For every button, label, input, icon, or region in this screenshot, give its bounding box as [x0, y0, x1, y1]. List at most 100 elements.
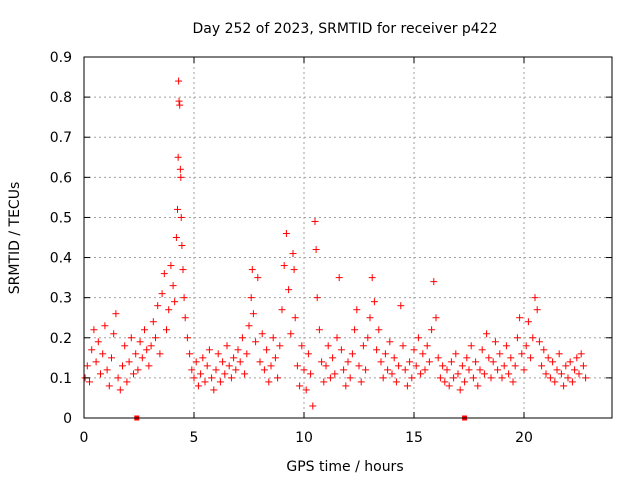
- y-tick-labels: 0 0.1 0.2 0.3 0.4 0.5 0.6 0.7 0.8 0.9: [50, 50, 72, 427]
- data-point: [158, 290, 166, 298]
- data-point: [397, 302, 405, 310]
- data-point: [97, 370, 104, 378]
- data-point: [175, 77, 183, 85]
- data-point: [171, 298, 179, 306]
- data-point: [216, 378, 224, 386]
- data-point: [494, 366, 502, 374]
- data-point: [116, 386, 124, 394]
- data-point: [160, 270, 168, 278]
- data-point: [463, 354, 471, 362]
- data-point: [474, 382, 482, 390]
- data-point: [423, 342, 431, 350]
- y-tick-label: 0.9: [50, 50, 72, 66]
- data-point: [491, 338, 499, 346]
- data-point: [452, 350, 460, 358]
- data-point: [450, 374, 458, 382]
- data-point: [138, 354, 146, 362]
- data-point: [285, 286, 293, 294]
- data-point: [518, 350, 526, 358]
- data-point: [414, 334, 422, 342]
- data-point: [364, 334, 372, 342]
- data-point: [258, 330, 266, 338]
- data-point: [480, 370, 488, 378]
- data-point: [384, 366, 392, 374]
- data-point: [522, 342, 530, 350]
- data-point: [355, 362, 363, 370]
- data-point: [234, 346, 242, 354]
- data-point: [177, 213, 185, 221]
- data-point: [94, 338, 102, 346]
- data-point: [230, 354, 238, 362]
- data-point: [531, 294, 539, 302]
- y-tick-label: 0.4: [50, 251, 72, 267]
- data-point: [125, 358, 133, 366]
- data-point: [478, 346, 486, 354]
- data-point: [458, 362, 466, 370]
- data-point: [210, 386, 218, 394]
- data-point: [434, 354, 442, 362]
- data-point: [291, 314, 299, 322]
- y-tick-label: 0.3: [50, 291, 72, 307]
- data-point: [417, 370, 425, 378]
- data-point: [243, 350, 251, 358]
- data-point: [249, 310, 257, 318]
- data-point: [403, 382, 411, 390]
- data-point: [524, 318, 532, 326]
- data-point: [99, 350, 107, 358]
- data-point: [359, 342, 367, 350]
- data-point: [386, 338, 394, 346]
- data-point: [351, 326, 359, 334]
- data-point: [121, 342, 129, 350]
- data-point: [103, 366, 111, 374]
- data-point: [388, 370, 396, 378]
- data-point: [108, 354, 115, 362]
- data-point: [472, 358, 480, 366]
- data-point: [562, 362, 570, 370]
- data-point: [260, 366, 268, 374]
- data-point: [225, 362, 233, 370]
- data-point: [293, 362, 301, 370]
- data-point: [324, 342, 332, 350]
- data-point: [498, 374, 506, 382]
- data-point: [436, 374, 444, 382]
- y-tick-label: 0.8: [50, 90, 72, 106]
- data-point: [101, 322, 109, 330]
- data-point: [174, 153, 182, 161]
- data-point: [454, 370, 462, 378]
- data-point: [571, 366, 579, 374]
- data-point: [205, 346, 213, 354]
- data-points: [81, 77, 590, 410]
- data-point: [238, 334, 246, 342]
- data-point: [496, 350, 504, 358]
- data-point: [348, 350, 356, 358]
- data-point: [241, 370, 249, 378]
- data-point: [331, 370, 339, 378]
- data-point: [368, 274, 376, 282]
- data-point: [245, 322, 253, 330]
- data-point: [315, 326, 323, 334]
- data-point: [313, 294, 321, 302]
- data-point: [425, 358, 433, 366]
- data-point: [573, 354, 581, 362]
- data-point: [175, 97, 183, 105]
- data-point: [544, 354, 552, 362]
- data-point: [130, 370, 137, 378]
- data-point: [456, 386, 464, 394]
- data-point: [143, 346, 151, 354]
- data-point: [181, 314, 189, 322]
- data-point: [357, 378, 365, 386]
- chart-title: Day 252 of 2023, SRMTID for receiver p42…: [192, 21, 497, 37]
- data-point: [83, 362, 91, 370]
- data-point: [177, 173, 185, 181]
- data-point: [236, 358, 244, 366]
- data-point: [500, 362, 508, 370]
- data-point: [395, 362, 403, 370]
- data-point: [192, 358, 200, 366]
- data-point: [167, 262, 175, 270]
- data-point: [154, 302, 162, 310]
- x-tick-labels: 0 5 10 15 20: [80, 430, 533, 446]
- data-point: [248, 266, 256, 274]
- data-point: [165, 306, 173, 314]
- data-point: [555, 350, 563, 358]
- data-point: [201, 378, 209, 386]
